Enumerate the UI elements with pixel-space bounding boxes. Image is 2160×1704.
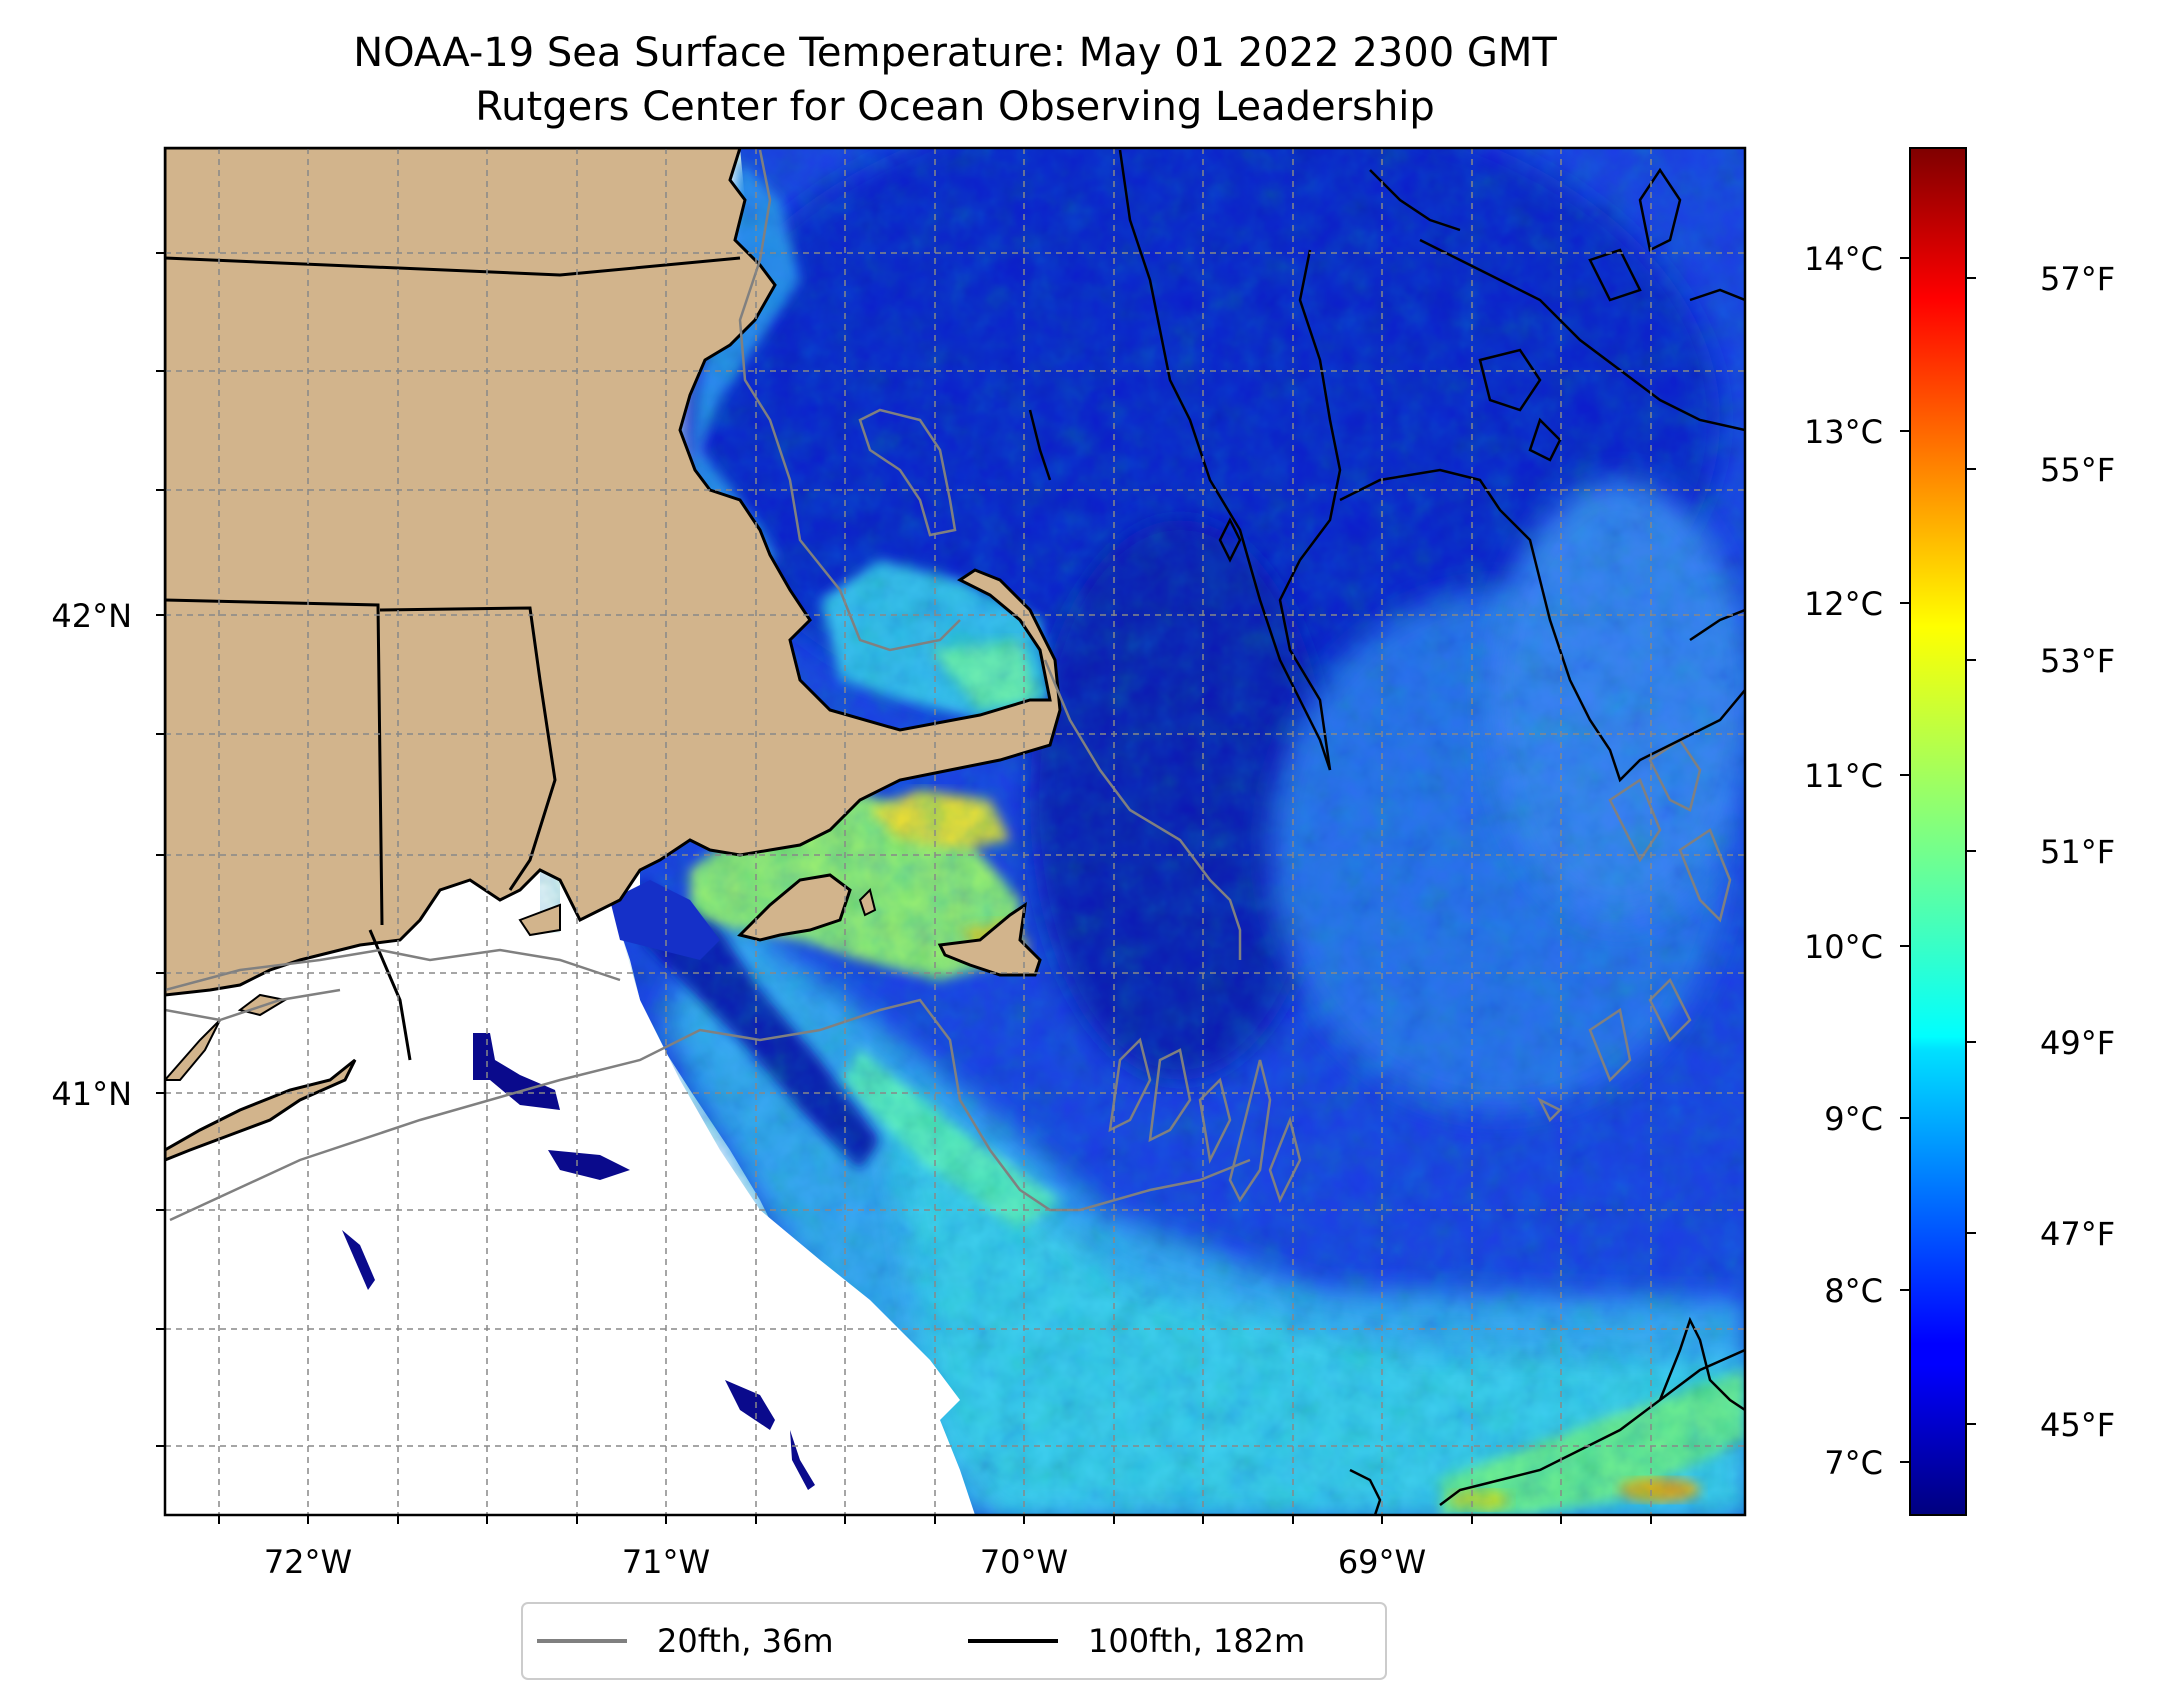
land-mainland bbox=[165, 148, 1062, 997]
land-long-island bbox=[165, 1058, 357, 1162]
colorbar: 14°C 13°C 12°C 11°C 10°C 9°C 8°C 7°C 57°… bbox=[1804, 147, 2115, 1516]
state-borders bbox=[165, 256, 741, 1061]
fahrenheit-tick-label: 49°F bbox=[2040, 1024, 2115, 1062]
celsius-tick-label: 14°C bbox=[1804, 240, 1883, 278]
land-marthas-vineyard bbox=[737, 873, 852, 942]
no-data-shelf bbox=[165, 930, 975, 1515]
lon-tick-label: 71°W bbox=[622, 1543, 710, 1581]
legend: 20fth, 36m 100fth, 182m bbox=[521, 1602, 1387, 1680]
cloud-fragment-4 bbox=[725, 1380, 775, 1430]
land bbox=[165, 148, 1062, 1162]
lon-axis bbox=[218, 1515, 1652, 1524]
isobath-100fth bbox=[1028, 149, 1745, 1515]
celsius-tick-label: 10°C bbox=[1804, 928, 1883, 966]
celsius-tick-label: 11°C bbox=[1804, 757, 1883, 795]
celsius-tick-label: 13°C bbox=[1804, 413, 1883, 451]
lon-tick-label: 70°W bbox=[980, 1543, 1068, 1581]
colorbar-gradient bbox=[1909, 147, 1967, 1516]
fahrenheit-tick-label: 47°F bbox=[2040, 1215, 2115, 1253]
legend-box bbox=[521, 1602, 1387, 1680]
cloud-fragment-1 bbox=[473, 1033, 560, 1110]
gridlines bbox=[165, 148, 1745, 1515]
lon-tick-label: 69°W bbox=[1338, 1543, 1426, 1581]
map-frame bbox=[163, 146, 1747, 1517]
lat-axis bbox=[156, 252, 165, 1447]
celsius-tick-label: 9°C bbox=[1824, 1100, 1883, 1138]
cloud-fragment-2 bbox=[548, 1150, 630, 1180]
lon-tick-label: 72°W bbox=[264, 1543, 352, 1581]
title-line1: NOAA-19 Sea Surface Temperature: May 01 … bbox=[353, 30, 1557, 76]
legend-label-100fth: 100fth, 182m bbox=[1088, 1622, 1305, 1660]
cloud-fragment-5 bbox=[790, 1430, 815, 1490]
celsius-tick-label: 8°C bbox=[1824, 1272, 1883, 1310]
lat-tick-label: 42°N bbox=[51, 597, 132, 635]
lat-tick-label: 41°N bbox=[51, 1075, 132, 1113]
sst-map bbox=[165, 148, 1745, 1515]
cloud-fragment-3 bbox=[342, 1230, 375, 1290]
fahrenheit-tick-label: 51°F bbox=[2040, 833, 2115, 871]
fahrenheit-tick-label: 53°F bbox=[2040, 642, 2115, 680]
legend-label-20fth: 20fth, 36m bbox=[657, 1622, 833, 1660]
celsius-tick-label: 12°C bbox=[1804, 585, 1883, 623]
fahrenheit-tick-label: 55°F bbox=[2040, 451, 2115, 489]
title-line2: Rutgers Center for Ocean Observing Leade… bbox=[475, 84, 1435, 130]
celsius-tick-label: 7°C bbox=[1824, 1444, 1883, 1482]
fahrenheit-tick-label: 45°F bbox=[2040, 1406, 2115, 1444]
land-nantucket bbox=[937, 901, 1042, 977]
fahrenheit-tick-label: 57°F bbox=[2040, 260, 2115, 298]
